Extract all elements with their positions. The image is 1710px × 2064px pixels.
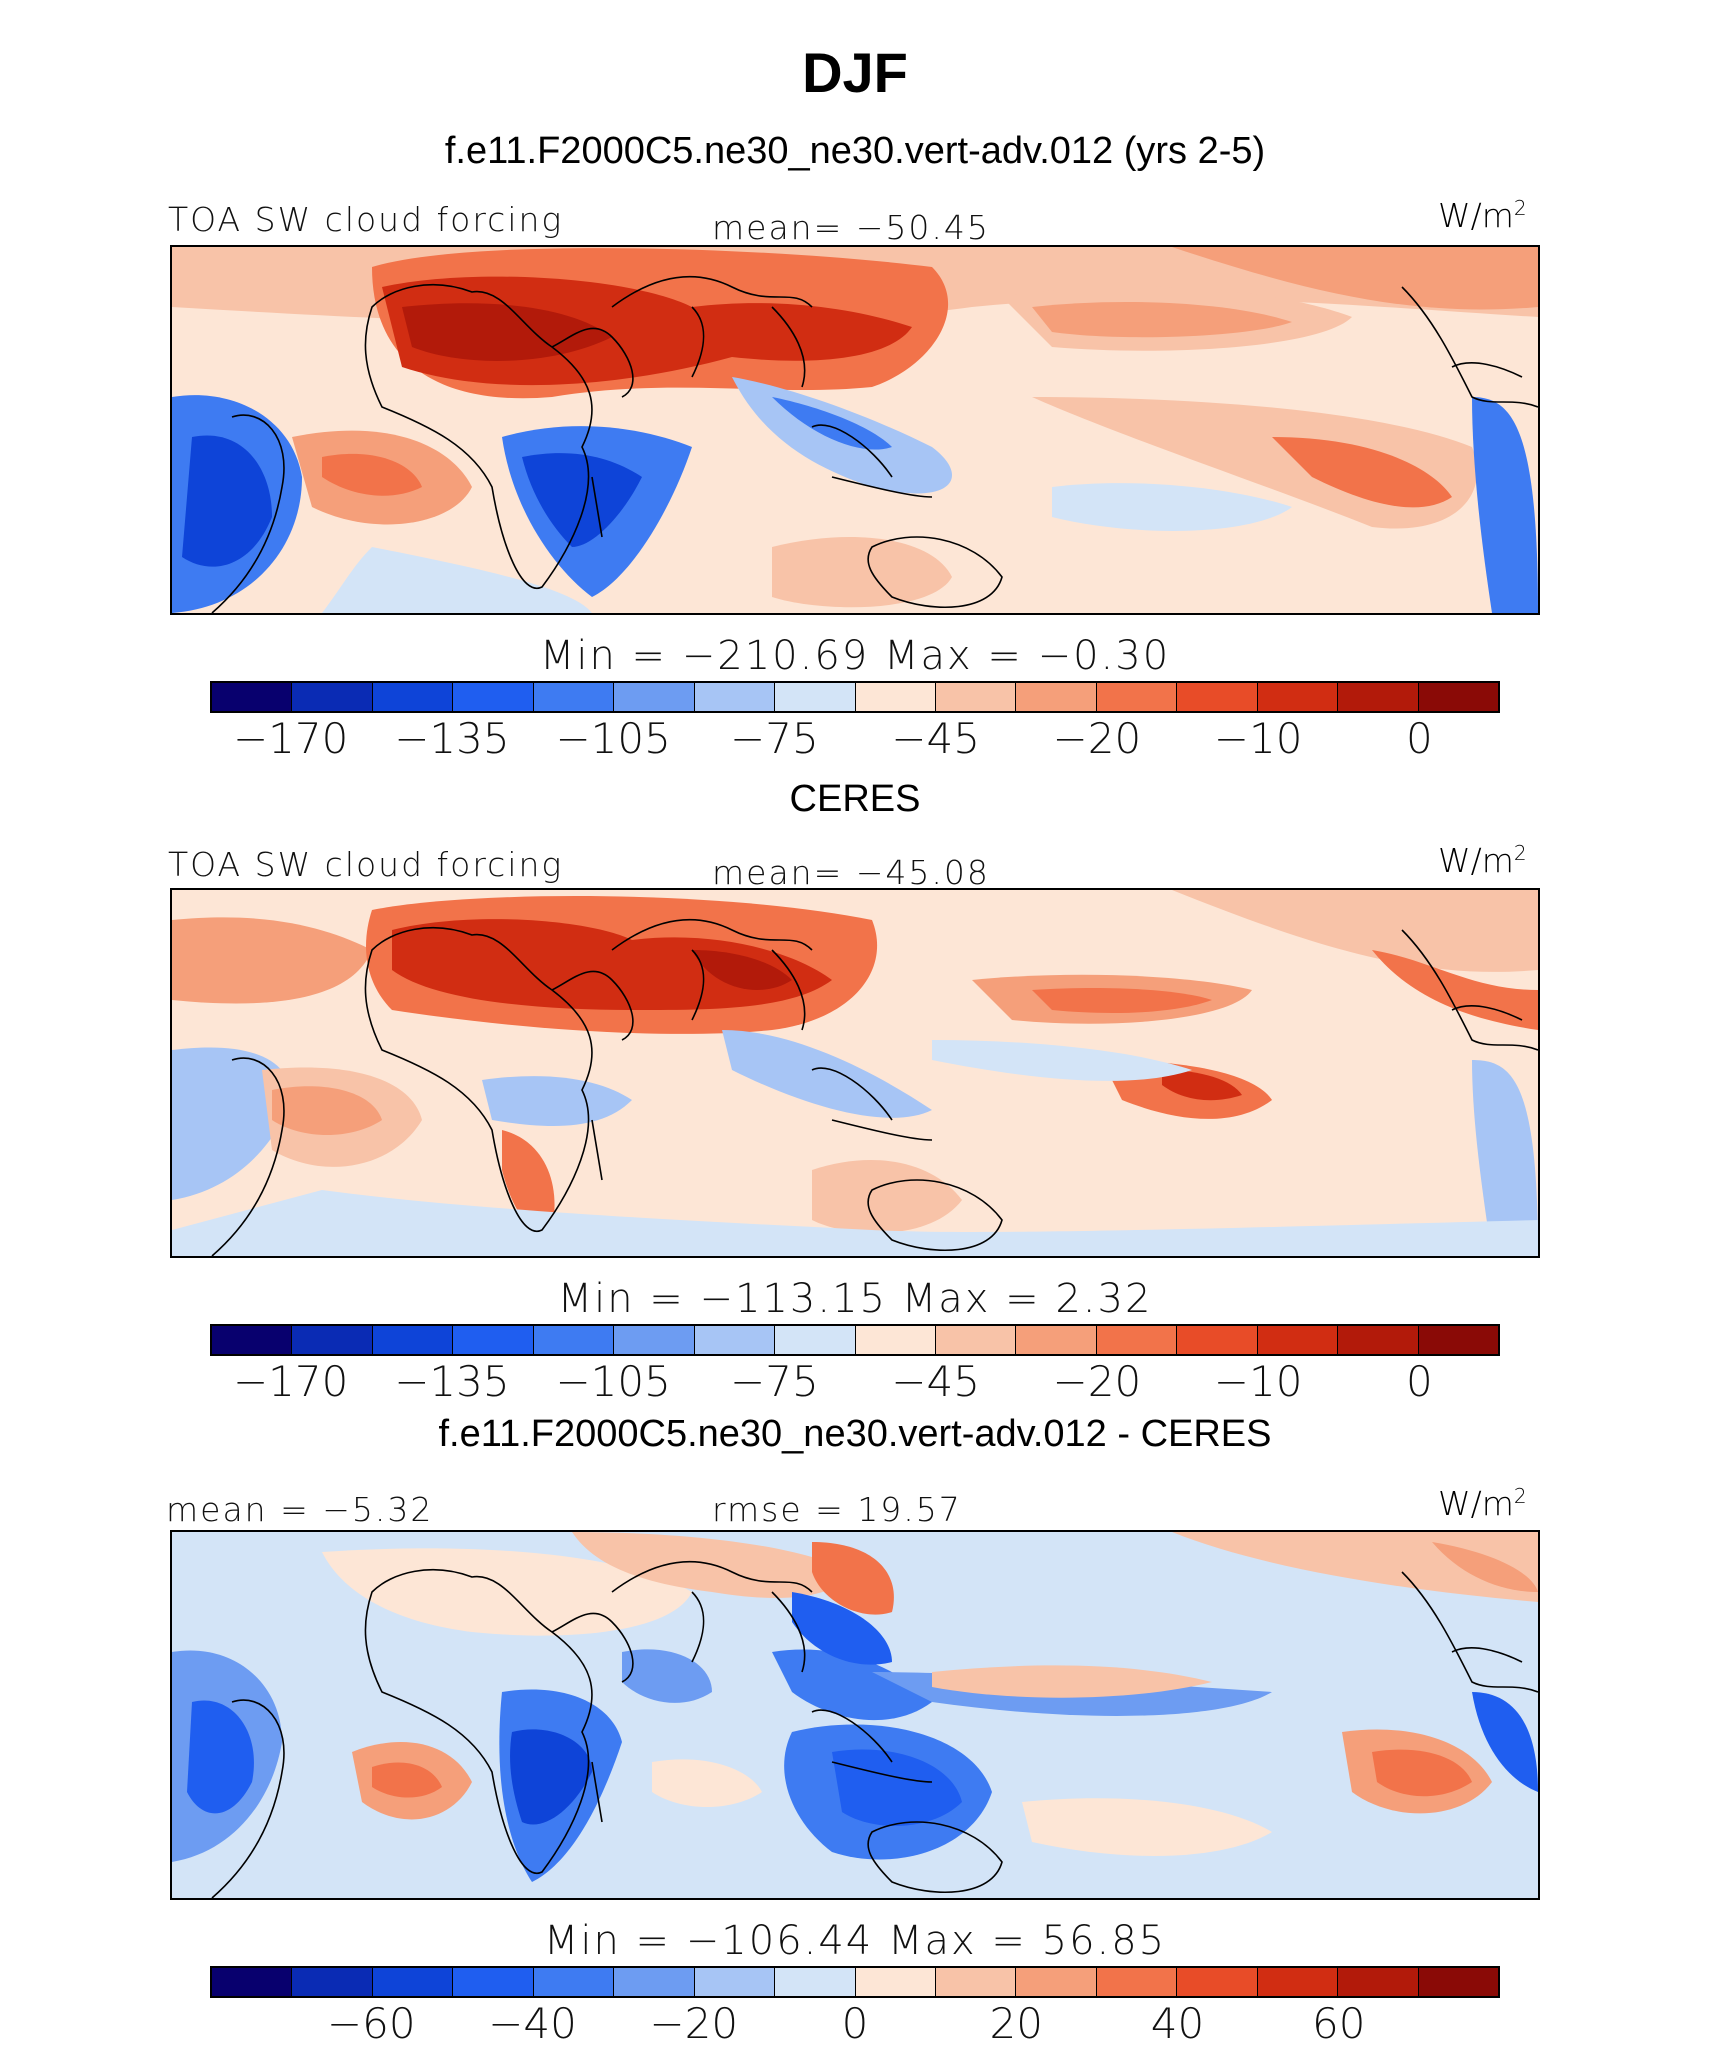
colorbar-tick-label: −75 — [730, 714, 819, 763]
colorbar-swatch — [292, 1326, 373, 1354]
panel-3-units: W/m2 — [1438, 1484, 1527, 1523]
panel-2-colorbar — [210, 1324, 1500, 1356]
panel-3-heading: f.e11.F2000C5.ne30_ne30.vert-adv.012 - C… — [438, 1413, 1272, 1455]
panel-2-variable-label: TOA SW cloud forcing — [168, 845, 564, 884]
panel-2-minmax: Min = −113.15 Max = 2.32 — [557, 1276, 1153, 1322]
panel-2-map-field — [172, 890, 1538, 1256]
colorbar-swatch — [533, 1326, 615, 1354]
panel-2-colorbar-ticks: −170 −135 −105 −75 −45 −20 −10 0 — [0, 1357, 1710, 1407]
panel-1-map — [170, 245, 1540, 615]
colorbar-swatch — [1418, 683, 1498, 711]
panel-3-minmax: Min = −106.44 Max = 56.85 — [543, 1918, 1167, 1964]
panel-3-colorbar-ticks: −60 −40 −20 0 20 40 60 — [0, 1999, 1710, 2049]
colorbar-swatch — [855, 1968, 936, 1996]
colorbar-tick-label: −10 — [1213, 1357, 1303, 1406]
figure-title: DJF — [802, 41, 908, 104]
panel-1-units: W/m2 — [1438, 196, 1527, 235]
colorbar-swatch — [1418, 1968, 1498, 1996]
colorbar-swatch — [1177, 1326, 1258, 1354]
colorbar-swatch — [372, 1326, 454, 1354]
colorbar-swatch — [775, 683, 856, 711]
panel-2-map — [170, 888, 1540, 1258]
colorbar-swatch — [1338, 683, 1419, 711]
panel-3-colorbar — [210, 1966, 1500, 1998]
colorbar-swatch — [1016, 683, 1097, 711]
colorbar-swatch — [1257, 1326, 1339, 1354]
colorbar-swatch — [372, 1968, 454, 1996]
colorbar-swatch — [453, 683, 534, 711]
panel-1-variable-label: TOA SW cloud forcing — [168, 200, 564, 239]
colorbar-swatch — [1177, 1968, 1258, 1996]
panel-3-rmse-label: rmse = 19.57 — [712, 1490, 962, 1529]
colorbar-swatch — [935, 683, 1017, 711]
colorbar-swatch — [453, 1968, 534, 1996]
colorbar-tick-label: −60 — [326, 1999, 416, 2048]
colorbar-swatch — [694, 1326, 776, 1354]
colorbar-swatch — [1016, 1968, 1097, 1996]
colorbar-swatch — [1257, 1968, 1339, 1996]
colorbar-swatch — [694, 683, 776, 711]
colorbar-tick-label: −105 — [555, 714, 671, 763]
colorbar-swatch — [453, 1326, 534, 1354]
panel-1-heading: f.e11.F2000C5.ne30_ne30.vert-adv.012 (yr… — [444, 130, 1266, 172]
colorbar-swatch — [775, 1326, 856, 1354]
colorbar-tick-label: −20 — [1052, 714, 1142, 763]
colorbar-swatch — [533, 683, 615, 711]
colorbar-tick-label: 20 — [989, 1999, 1043, 2048]
colorbar-swatch — [855, 1326, 936, 1354]
colorbar-tick-label: 0 — [1406, 1357, 1433, 1406]
panel-2-mean-label: mean= −45.08 — [712, 853, 990, 892]
colorbar-swatch — [212, 683, 293, 711]
colorbar-swatch — [614, 1326, 695, 1354]
colorbar-tick-label: −105 — [555, 1357, 671, 1406]
colorbar-swatch — [292, 1968, 373, 1996]
colorbar-swatch — [935, 1968, 1017, 1996]
colorbar-tick-label: −135 — [394, 714, 510, 763]
panel-1-mean-label: mean= −50.45 — [712, 208, 990, 247]
colorbar-tick-label: −135 — [394, 1357, 510, 1406]
panel-1-colorbar — [210, 681, 1500, 713]
colorbar-swatch — [1338, 1968, 1419, 1996]
colorbar-swatch — [1418, 1326, 1498, 1354]
colorbar-swatch — [694, 1968, 776, 1996]
colorbar-swatch — [855, 683, 936, 711]
panel-2-heading: CERES — [789, 778, 921, 820]
colorbar-swatch — [1096, 1326, 1178, 1354]
colorbar-swatch — [1016, 1326, 1097, 1354]
colorbar-tick-label: −10 — [1213, 714, 1303, 763]
colorbar-tick-label: −170 — [232, 714, 349, 763]
colorbar-swatch — [533, 1968, 615, 1996]
colorbar-tick-label: −20 — [649, 1999, 739, 2048]
colorbar-swatch — [1177, 683, 1258, 711]
colorbar-swatch — [1096, 1968, 1178, 1996]
panel-3-map-field — [172, 1532, 1538, 1898]
panel-1-map-field — [172, 247, 1538, 613]
colorbar-tick-label: 0 — [1406, 714, 1433, 763]
colorbar-swatch — [775, 1968, 856, 1996]
colorbar-tick-label: −45 — [891, 714, 980, 763]
panel-2-units: W/m2 — [1438, 841, 1527, 880]
panel-3-mean-label: mean = −5.32 — [166, 1490, 434, 1529]
panel-3-map — [170, 1530, 1540, 1900]
colorbar-swatch — [1257, 683, 1339, 711]
colorbar-swatch — [1096, 683, 1178, 711]
colorbar-tick-label: 40 — [1150, 1999, 1205, 2048]
colorbar-swatch — [1338, 1326, 1419, 1354]
colorbar-tick-label: −20 — [1052, 1357, 1142, 1406]
colorbar-swatch — [212, 1968, 293, 1996]
colorbar-tick-label: 60 — [1312, 1999, 1366, 2048]
colorbar-swatch — [614, 1968, 695, 1996]
colorbar-tick-label: 0 — [841, 1999, 869, 2048]
colorbar-swatch — [935, 1326, 1017, 1354]
colorbar-swatch — [292, 683, 373, 711]
colorbar-swatch — [372, 683, 454, 711]
colorbar-tick-label: −170 — [232, 1357, 349, 1406]
colorbar-tick-label: −75 — [730, 1357, 819, 1406]
colorbar-tick-label: −40 — [488, 1999, 577, 2048]
colorbar-swatch — [212, 1326, 293, 1354]
colorbar-tick-label: −45 — [891, 1357, 980, 1406]
colorbar-swatch — [614, 683, 695, 711]
panel-1-colorbar-ticks: −170 −135 −105 −75 −45 −20 −10 0 — [0, 714, 1710, 764]
panel-1-minmax: Min = −210.69 Max = −0.30 — [539, 633, 1171, 679]
